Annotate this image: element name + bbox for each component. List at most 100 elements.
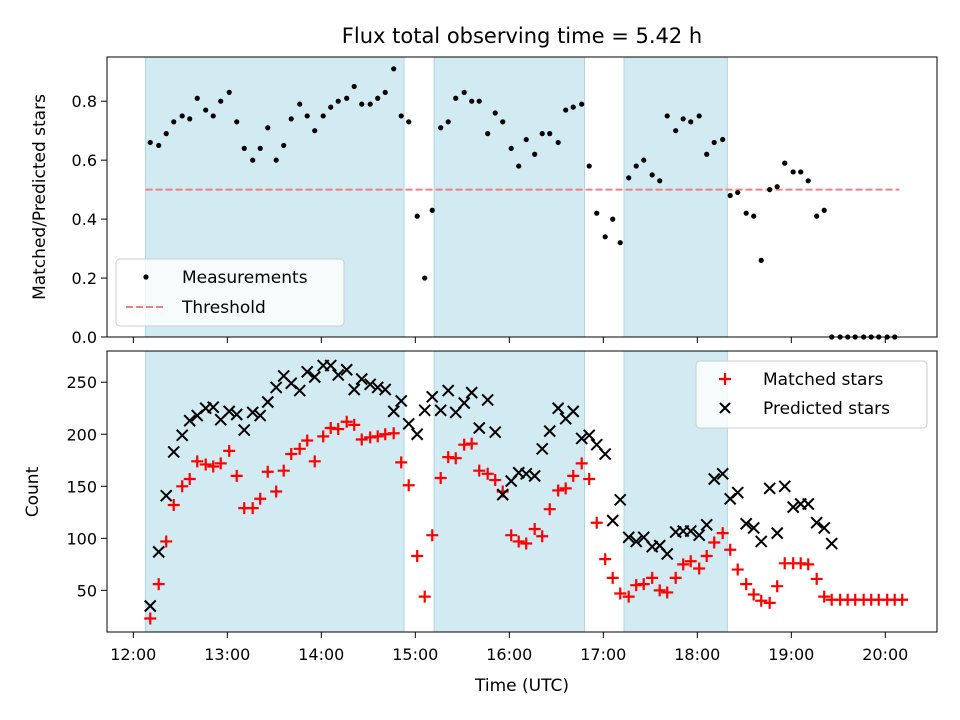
top-panel-x-ticks bbox=[132, 337, 886, 343]
measurement-point bbox=[782, 160, 788, 166]
measurement-point bbox=[649, 172, 655, 178]
matched-star-point bbox=[411, 550, 424, 563]
matched-star-point bbox=[771, 580, 784, 593]
y-tick-label: 50 bbox=[77, 581, 97, 600]
y-tick-label: 200 bbox=[66, 425, 97, 444]
measurement-point bbox=[445, 119, 451, 125]
measurement-point bbox=[579, 101, 585, 107]
measurement-point bbox=[555, 139, 561, 146]
predicted-star-point bbox=[481, 393, 494, 407]
matched-star-point bbox=[755, 594, 768, 607]
predicted-star-point bbox=[583, 429, 596, 442]
matched-star-point bbox=[599, 553, 612, 566]
matched-star-point bbox=[301, 434, 314, 447]
matched-star-point bbox=[402, 479, 415, 492]
matched-star-point bbox=[567, 469, 580, 482]
predicted-star-point bbox=[543, 424, 556, 438]
measurement-point bbox=[257, 145, 263, 151]
measurement-point bbox=[281, 142, 287, 149]
matched-star-point bbox=[559, 482, 572, 495]
measurement-point bbox=[461, 89, 467, 95]
predicted-star-point bbox=[755, 535, 768, 548]
measurement-point bbox=[500, 119, 506, 125]
measurement-point bbox=[382, 89, 388, 95]
predicted-star-point bbox=[207, 400, 220, 414]
predicted-star-point bbox=[473, 421, 486, 435]
y-tick-label: 0.0 bbox=[72, 328, 97, 347]
predicted-star-point bbox=[387, 405, 400, 418]
matched-star-point bbox=[317, 430, 330, 443]
measurement-point bbox=[617, 240, 623, 246]
predicted-star-point bbox=[308, 370, 321, 384]
measurement-point bbox=[563, 107, 569, 113]
measurement-point bbox=[398, 113, 404, 119]
measurement-point bbox=[171, 119, 177, 125]
chart-title: Flux total observing time = 5.42 h bbox=[342, 24, 702, 48]
matched-star-point bbox=[740, 578, 753, 591]
predicted-star-point bbox=[254, 409, 267, 422]
measurement-point bbox=[798, 169, 804, 175]
measurement-point bbox=[711, 139, 717, 146]
measurement-point bbox=[304, 113, 310, 119]
measurement-point bbox=[297, 101, 303, 107]
measurement-point bbox=[335, 98, 341, 104]
shaded-interval-top-2 bbox=[623, 56, 728, 338]
predicted-star-point bbox=[246, 406, 259, 419]
measurement-point bbox=[626, 175, 632, 181]
predicted-star-point bbox=[238, 423, 251, 437]
bottom-panel-frame bbox=[106, 350, 938, 633]
predicted-star-point bbox=[144, 599, 157, 613]
legend-label-predicted-stars: Predicted stars bbox=[763, 399, 890, 419]
predicted-star-point bbox=[183, 414, 196, 427]
x-tick-label: 16:00 bbox=[486, 645, 532, 664]
legend-marker-matched-stars bbox=[719, 373, 731, 385]
measurement-point bbox=[453, 95, 459, 101]
predicted-star-point bbox=[152, 545, 165, 559]
predicted-star-point bbox=[684, 524, 697, 538]
predicted-star-point bbox=[700, 518, 713, 532]
matched-star-point bbox=[896, 593, 909, 606]
x-tick-label: 19:00 bbox=[768, 645, 814, 664]
predicted-star-point bbox=[747, 521, 760, 535]
measurement-point bbox=[767, 187, 773, 193]
predicted-star-point bbox=[324, 359, 337, 372]
predicted-star-point bbox=[536, 442, 549, 456]
y-tick-label: 0.6 bbox=[72, 151, 97, 170]
x-tick-label: 15:00 bbox=[392, 645, 438, 664]
matched-star-point bbox=[536, 530, 549, 543]
predicted-star-point bbox=[778, 480, 791, 493]
matched-star-point bbox=[160, 535, 173, 548]
bottom-panel-legend: Matched stars Predicted stars bbox=[695, 360, 928, 429]
y-tick-label: 0.4 bbox=[72, 210, 97, 229]
measurement-point bbox=[594, 210, 600, 216]
measurement-point bbox=[414, 213, 420, 219]
predicted-star-point bbox=[770, 526, 784, 540]
measurement-point bbox=[250, 157, 256, 163]
measurement-point bbox=[429, 207, 435, 213]
legend-label-threshold: Threshold bbox=[181, 298, 266, 318]
matched-star-point bbox=[747, 588, 760, 601]
matched-star-point bbox=[512, 535, 525, 548]
measurement-point bbox=[163, 131, 169, 137]
predicted-star-point bbox=[442, 384, 455, 397]
matched-star-point bbox=[810, 572, 823, 585]
matched-star-point bbox=[277, 464, 290, 477]
predicted-star-point bbox=[332, 368, 345, 382]
matched-star-point bbox=[387, 427, 400, 440]
predicted-star-point bbox=[379, 383, 392, 396]
matched-star-point bbox=[653, 584, 666, 597]
matched-star-point bbox=[434, 471, 447, 484]
measurement-point bbox=[688, 119, 694, 125]
matched-star-point bbox=[528, 522, 541, 535]
predicted-star-point bbox=[489, 425, 502, 439]
matched-star-point bbox=[552, 484, 565, 497]
predicted-stars-series bbox=[144, 359, 838, 613]
top-panel: 0.00.20.40.60.8 Matched/Predicted stars … bbox=[30, 56, 938, 347]
measurement-point bbox=[523, 136, 529, 143]
predicted-star-point bbox=[567, 405, 580, 418]
measurement-point bbox=[273, 157, 279, 163]
matched-star-point bbox=[230, 469, 243, 482]
matched-star-point bbox=[340, 415, 353, 428]
matched-star-point bbox=[348, 418, 361, 431]
